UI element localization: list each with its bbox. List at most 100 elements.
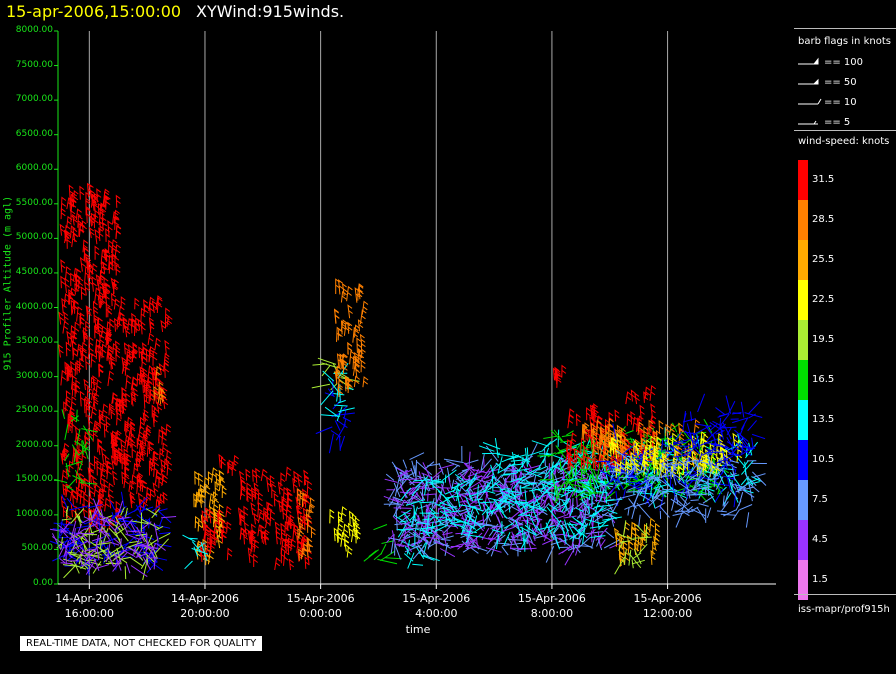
wind-barb <box>71 232 78 248</box>
wind-barb <box>555 445 566 459</box>
wind-barb <box>655 436 662 451</box>
wind-barb <box>99 334 105 347</box>
wind-barb <box>141 356 147 369</box>
wind-barb <box>548 495 557 499</box>
wind-barb <box>714 488 724 503</box>
wind-barb <box>561 522 570 532</box>
wind-barb <box>84 522 99 531</box>
wind-barb <box>358 284 364 300</box>
wind-barb <box>424 461 435 470</box>
wind-barb <box>107 482 114 498</box>
wind-barb <box>251 487 257 501</box>
wind-barb <box>546 476 564 483</box>
wind-barb <box>704 480 711 488</box>
wind-barb <box>725 395 732 414</box>
wind-barb <box>82 440 89 460</box>
wind-barb <box>74 469 84 485</box>
wind-barb <box>60 521 73 535</box>
wind-barb <box>574 463 577 476</box>
wind-barb <box>591 523 595 534</box>
wind-barb <box>152 412 158 428</box>
wind-barb <box>592 517 595 528</box>
wind-barb <box>680 510 690 517</box>
wind-barb <box>465 459 479 465</box>
wind-barb <box>663 443 679 452</box>
wind-barb <box>87 504 103 509</box>
wind-barb <box>98 227 104 242</box>
wind-barb <box>307 514 313 528</box>
wind-barb <box>396 467 409 476</box>
wind-barb <box>670 462 678 472</box>
wind-barb <box>354 324 360 338</box>
wind-barb <box>408 482 423 496</box>
wind-barb <box>112 551 125 562</box>
wind-barb <box>92 394 99 409</box>
wind-barb <box>158 508 168 512</box>
wind-barb <box>460 522 467 536</box>
wind-barb <box>669 471 683 481</box>
wind-barb <box>519 485 522 495</box>
wind-barb <box>114 527 127 536</box>
wind-barb <box>511 531 517 545</box>
wind-barb <box>269 474 275 488</box>
wind-barb <box>134 543 147 547</box>
wind-barb <box>472 468 488 474</box>
wind-barb <box>138 535 148 540</box>
wind-barb <box>595 527 608 541</box>
wind-barb <box>425 536 442 540</box>
wind-barb <box>106 465 113 480</box>
wind-barb <box>231 461 237 476</box>
wind-barb <box>693 419 700 434</box>
wind-barb <box>392 496 404 502</box>
wind-barb <box>588 506 600 514</box>
wind-barb <box>58 518 64 538</box>
wind-barb <box>739 504 753 511</box>
wind-barb <box>697 393 706 413</box>
wind-barb <box>574 447 579 463</box>
wind-barb <box>89 461 95 477</box>
wind-barb <box>120 506 125 516</box>
wind-barb <box>113 552 122 571</box>
wind-barb <box>360 359 366 373</box>
wind-barb <box>549 462 558 471</box>
wind-barb <box>568 465 574 477</box>
wind-barb <box>657 441 663 456</box>
wind-barb <box>75 486 82 500</box>
wind-barb <box>717 413 729 418</box>
wind-barb <box>100 509 106 526</box>
wind-barb <box>524 447 528 467</box>
wind-barb <box>93 455 99 470</box>
wind-barb <box>460 477 475 489</box>
wind-barb <box>722 455 736 471</box>
wind-barb <box>387 488 396 502</box>
wind-barb <box>160 319 166 332</box>
wind-barb <box>553 519 562 533</box>
wind-barb <box>741 443 744 455</box>
wind-barb <box>63 311 69 323</box>
wind-barb <box>72 347 79 361</box>
wind-barb <box>524 489 527 504</box>
wind-barb <box>434 540 445 547</box>
wind-barb <box>106 332 112 345</box>
wind-barb <box>112 247 118 264</box>
wind-barb <box>368 550 377 558</box>
wind-barb <box>567 522 577 540</box>
wind-barb <box>635 442 642 457</box>
wind-barb <box>743 489 754 494</box>
wind-barb <box>129 490 136 504</box>
wind-barb <box>712 467 725 480</box>
wind-barb <box>205 544 212 557</box>
wind-barb <box>616 449 630 461</box>
x-tick-label: 14-Apr-2006 16:00:00 <box>44 591 134 621</box>
wind-barb <box>107 519 121 530</box>
wind-barb <box>510 465 518 474</box>
wind-barb <box>486 540 499 555</box>
wind-barb <box>85 320 91 332</box>
wind-barb <box>320 414 341 417</box>
wind-barb <box>147 332 155 345</box>
legend: barb flags in knots == 100 == 50 == 10 == 5… <box>794 28 896 622</box>
wind-barb <box>505 484 514 500</box>
wind-barb <box>72 475 85 483</box>
wind-barb <box>70 508 85 524</box>
legend-separator <box>794 130 896 131</box>
